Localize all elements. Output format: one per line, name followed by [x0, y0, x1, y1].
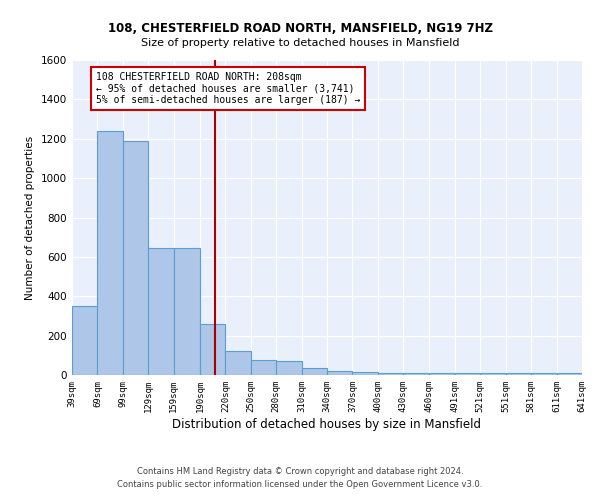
Bar — [302, 368, 327, 375]
Bar — [531, 373, 557, 375]
Bar — [403, 373, 428, 375]
Bar — [557, 373, 582, 375]
Text: Contains public sector information licensed under the Open Government Licence v3: Contains public sector information licen… — [118, 480, 482, 489]
Bar — [123, 140, 148, 375]
Bar — [251, 360, 276, 375]
Bar — [200, 324, 226, 375]
X-axis label: Distribution of detached houses by size in Mansfield: Distribution of detached houses by size … — [173, 418, 482, 430]
Bar — [173, 248, 200, 375]
Y-axis label: Number of detached properties: Number of detached properties — [25, 136, 35, 300]
Bar — [506, 373, 531, 375]
Bar — [352, 372, 378, 375]
Bar — [455, 373, 481, 375]
Text: Contains HM Land Registry data © Crown copyright and database right 2024.: Contains HM Land Registry data © Crown c… — [137, 467, 463, 476]
Bar — [226, 352, 251, 375]
Bar — [481, 373, 506, 375]
Text: 108 CHESTERFIELD ROAD NORTH: 208sqm
← 95% of detached houses are smaller (3,741): 108 CHESTERFIELD ROAD NORTH: 208sqm ← 95… — [96, 72, 360, 105]
Bar — [327, 371, 352, 375]
Bar — [428, 373, 455, 375]
Bar — [276, 361, 302, 375]
Text: Size of property relative to detached houses in Mansfield: Size of property relative to detached ho… — [141, 38, 459, 48]
Bar — [72, 306, 97, 375]
Bar — [148, 248, 173, 375]
Bar — [378, 373, 403, 375]
Text: 108, CHESTERFIELD ROAD NORTH, MANSFIELD, NG19 7HZ: 108, CHESTERFIELD ROAD NORTH, MANSFIELD,… — [107, 22, 493, 36]
Bar — [97, 131, 123, 375]
